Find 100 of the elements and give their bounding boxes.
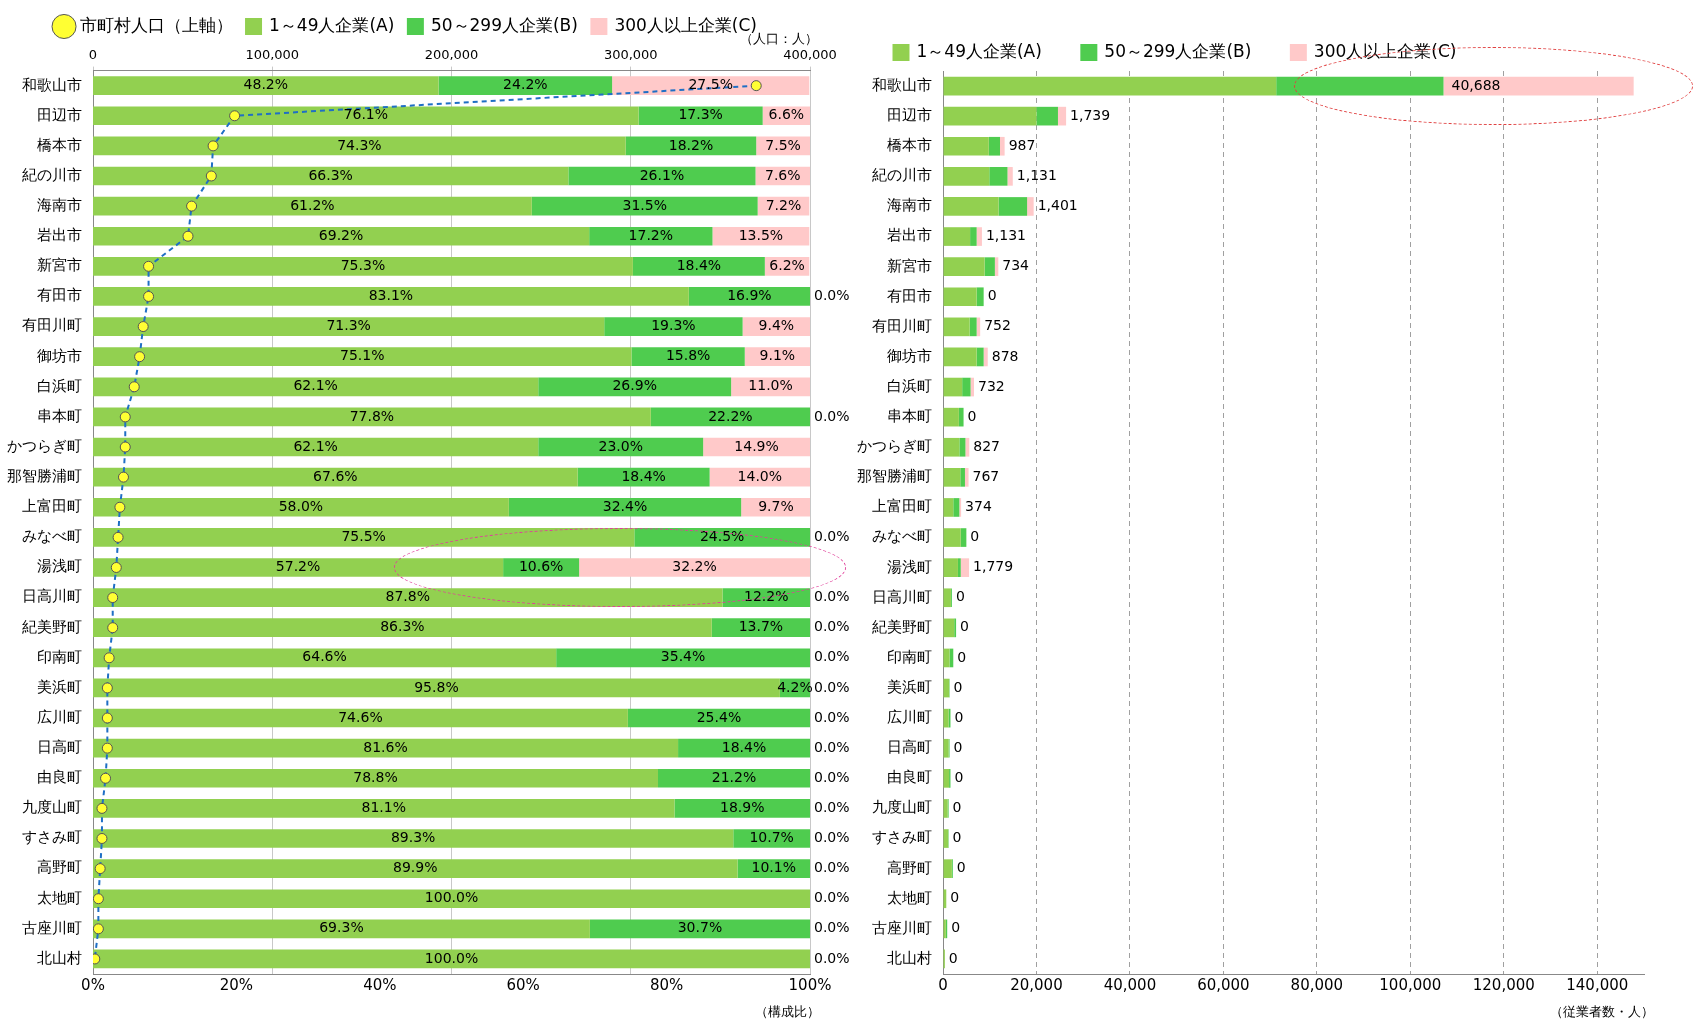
data-label: 0.0% xyxy=(814,407,850,424)
y-tick-label: 岩出市 xyxy=(887,226,932,245)
bar xyxy=(93,437,539,457)
bar xyxy=(983,347,988,367)
data-label: 0.0% xyxy=(814,528,850,544)
data-label: 14.9% xyxy=(734,437,779,454)
bar xyxy=(943,588,951,608)
y-tick-label: 美浜町 xyxy=(37,677,82,696)
y-tick-label: 白浜町 xyxy=(37,376,82,395)
y-tick-label: 紀の川市 xyxy=(872,166,932,185)
y-tick-label: 有田川町 xyxy=(872,316,932,335)
bar xyxy=(438,76,613,95)
data-label: 0.0% xyxy=(814,588,850,605)
data-label: 66.3% xyxy=(308,166,353,183)
x-tick-label: 0 xyxy=(938,975,948,994)
y-tick-label: 太地町 xyxy=(887,888,932,907)
data-label: 1,739 xyxy=(1070,106,1111,123)
bar xyxy=(976,347,984,367)
bar xyxy=(93,678,780,698)
data-label: 0.0% xyxy=(814,768,850,785)
bar xyxy=(93,859,738,878)
bar xyxy=(1036,106,1058,126)
bar xyxy=(943,468,961,487)
data-label: 752 xyxy=(984,317,1011,334)
text: （従業者数・人） xyxy=(1550,1004,1654,1019)
data-label: 1,131 xyxy=(985,227,1027,244)
bar xyxy=(943,437,960,457)
bar xyxy=(93,136,626,156)
data-label: 0.0% xyxy=(814,829,850,846)
data-label: 17.2% xyxy=(628,226,674,243)
bar xyxy=(976,227,982,246)
bar xyxy=(93,919,590,939)
data-label: 75.5% xyxy=(341,528,386,544)
x2-tick-label: 100,000 xyxy=(245,47,300,63)
data-label: 0.0% xyxy=(814,708,850,725)
data-label: 48.2% xyxy=(243,76,289,93)
x-tick-label: 140,000 xyxy=(1566,975,1629,994)
bar xyxy=(943,558,958,577)
data-label: 78.8% xyxy=(353,768,398,785)
y-tick-label: 由良町 xyxy=(37,768,82,787)
y-tick-label: 新宮市 xyxy=(887,256,932,275)
bar xyxy=(93,949,810,969)
data-label: 0 xyxy=(950,889,960,906)
bar xyxy=(943,769,950,788)
data-label: 6.2% xyxy=(769,256,805,273)
y-tick-label: 北山村 xyxy=(887,948,932,967)
data-label: 0.0% xyxy=(814,949,850,966)
data-label: 86.3% xyxy=(380,618,425,635)
legend-label: 300人以上企業(C) xyxy=(614,14,757,35)
y-tick-label: 田辺市 xyxy=(37,105,82,124)
bar xyxy=(943,498,954,517)
y-tick-label: 有田市 xyxy=(887,286,932,305)
bar xyxy=(964,468,969,487)
bar xyxy=(93,467,578,487)
data-label: 14.0% xyxy=(737,467,783,484)
y-tick-label: みなべ町 xyxy=(22,527,82,546)
data-label: 878 xyxy=(991,347,1019,364)
y-tick-label: 那智勝浦町 xyxy=(7,467,82,486)
y-tick-label: すさみ町 xyxy=(872,828,932,847)
data-label: 18.4% xyxy=(721,738,767,755)
data-label: 18.2% xyxy=(668,136,714,153)
data-label: 1,779 xyxy=(973,558,1014,575)
bar xyxy=(943,618,955,638)
bar xyxy=(943,347,977,367)
y-tick-label: 橋本市 xyxy=(887,136,932,155)
y-tick-label: 日高町 xyxy=(37,738,82,757)
text: （構成比） xyxy=(755,1004,820,1019)
bar xyxy=(688,287,810,306)
data-label: 89.9% xyxy=(393,859,438,876)
legend-label: 1～49人企業(A) xyxy=(916,40,1042,61)
data-label: 75.1% xyxy=(339,347,385,364)
y-tick-label: 岩出市 xyxy=(37,226,82,245)
data-label: 13.5% xyxy=(738,226,784,243)
bar xyxy=(1276,76,1444,96)
y-tick-label: 湯浅町 xyxy=(37,557,82,576)
data-label: 74.6% xyxy=(338,708,383,725)
y-tick-label: 九度山町 xyxy=(872,798,932,817)
bar xyxy=(998,197,1028,216)
y-tick-label: 串本町 xyxy=(37,406,82,425)
x-tick-label: 80,000 xyxy=(1290,975,1344,994)
bar xyxy=(93,347,632,367)
data-label: 9.1% xyxy=(759,347,796,364)
data-label: 83.1% xyxy=(368,287,414,304)
bar xyxy=(93,708,628,728)
data-label: 0 xyxy=(957,648,967,665)
x-tick-label: 0% xyxy=(81,975,105,994)
x-tick-label: 120,000 xyxy=(1472,975,1535,994)
y-tick-label: 有田市 xyxy=(37,286,82,305)
bar xyxy=(638,106,763,126)
bar xyxy=(612,76,810,95)
bar xyxy=(538,377,732,397)
y-tick-label: 湯浅町 xyxy=(887,557,932,576)
data-label: 13.7% xyxy=(738,618,784,635)
data-label: 767 xyxy=(972,467,1000,484)
bar xyxy=(959,437,966,457)
data-label: 21.2% xyxy=(711,768,757,785)
bar xyxy=(953,498,960,517)
data-label: 10.1% xyxy=(751,859,797,876)
bar xyxy=(943,106,1037,126)
data-label: 18.4% xyxy=(621,467,666,484)
